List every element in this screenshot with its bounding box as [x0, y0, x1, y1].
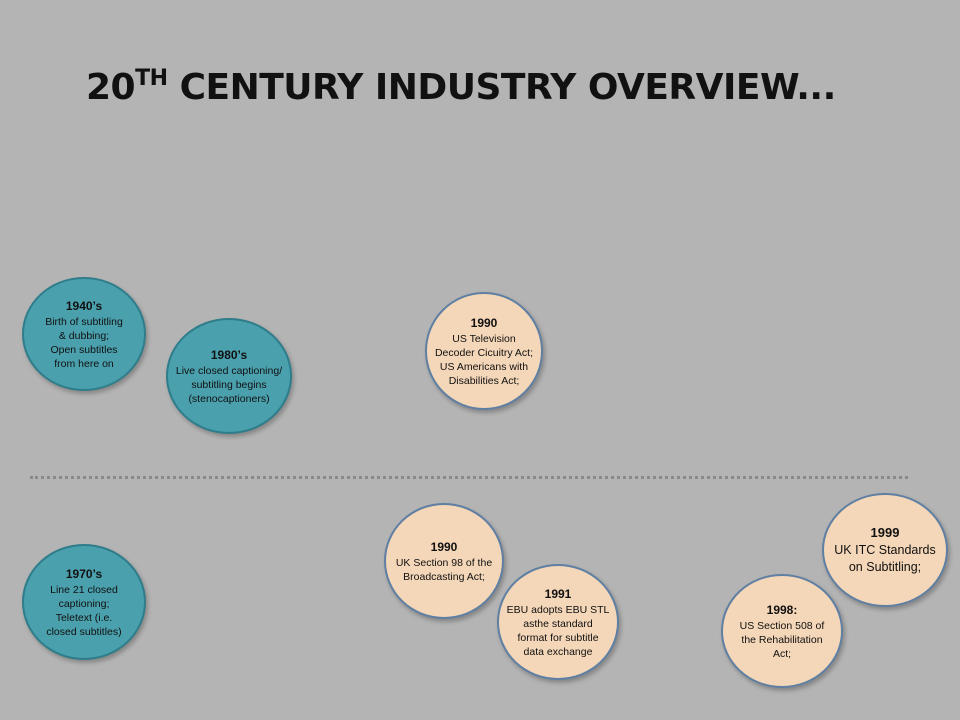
event-year: 1990: [430, 539, 458, 554]
title-prefix: 20: [86, 67, 136, 108]
title-suffix: CENTURY INDUSTRY OVERVIEW...: [167, 67, 837, 108]
title-superscript: TH: [135, 66, 168, 91]
event-1970s-bubble: 1970’s Line 21 closed captioning; Telete…: [22, 544, 146, 660]
event-1990-us-bubble: 1990 US Television Decoder Cicuitry Act;…: [425, 292, 543, 410]
event-description: US Television Decoder Cicuitry Act; US A…: [434, 332, 534, 387]
event-description: UK ITC Standards on Subtitling;: [834, 542, 936, 574]
event-1998-bubble: 1998: US Section 508 of the Rehabilitati…: [721, 574, 843, 688]
event-year: 1999: [870, 524, 900, 540]
event-description: Live closed captioning/ subtitling begin…: [175, 364, 283, 405]
event-year: 1940’s: [65, 298, 103, 313]
event-1940s-bubble: 1940’s Birth of subtitling & dubbing; Op…: [22, 277, 146, 391]
event-year: 1998:: [766, 602, 798, 617]
event-year: 1990: [470, 315, 498, 330]
event-1980s-bubble: 1980’s Live closed captioning/ subtitlin…: [166, 318, 292, 434]
event-year: 1980’s: [210, 347, 248, 362]
event-description: EBU adopts EBU STL asthe standard format…: [506, 603, 610, 658]
event-description: US Section 508 of the Rehabilitation Act…: [739, 619, 825, 660]
event-1990-uk-bubble: 1990 UK Section 98 of the Broadcasting A…: [384, 503, 504, 619]
event-year: 1991: [544, 586, 572, 601]
timeline-divider: [30, 476, 908, 479]
page-title: 20TH CENTURY INDUSTRY OVERVIEW...: [86, 66, 836, 108]
event-description: Birth of subtitling & dubbing; Open subt…: [45, 315, 123, 370]
event-description: UK Section 98 of the Broadcasting Act;: [395, 556, 493, 583]
event-1999-bubble: 1999 UK ITC Standards on Subtitling;: [822, 493, 948, 607]
event-description: Line 21 closed captioning; Teletext (i.e…: [46, 583, 122, 638]
event-year: 1970’s: [65, 566, 103, 581]
event-1991-bubble: 1991 EBU adopts EBU STL asthe standard f…: [497, 564, 619, 680]
